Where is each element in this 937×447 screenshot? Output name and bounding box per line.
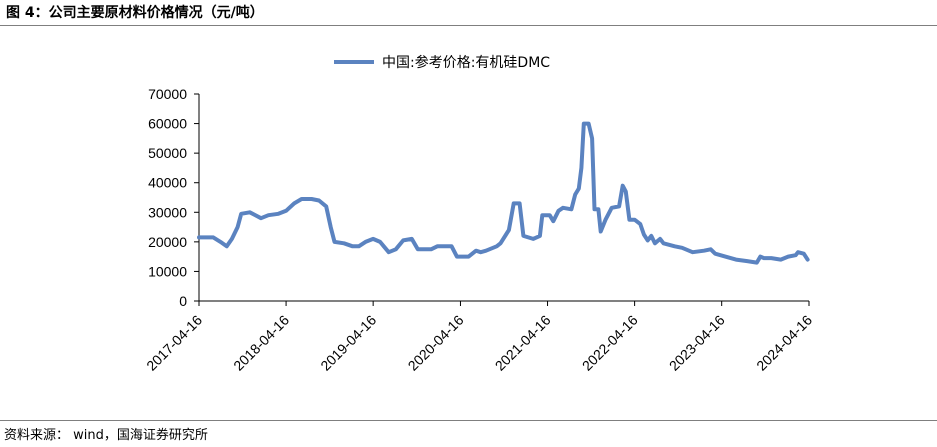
- source-note: 资料来源： wind，国海证券研究所: [4, 428, 208, 443]
- bottom-rule: [0, 420, 937, 421]
- y-tick-label: 10000: [148, 263, 187, 279]
- legend-label: 中国:参考价格:有机硅DMC: [382, 54, 550, 71]
- top-rule: [0, 25, 937, 26]
- x-axis: 2017-04-16 2018-04-16 2019-04-16 2020-04-16…: [143, 300, 815, 374]
- y-tick-label: 40000: [148, 175, 187, 191]
- y-tick-label: 0: [179, 293, 187, 309]
- y-axis: 0 10000 20000 30000 40000 50000 60000 70000: [148, 86, 200, 309]
- series-line-dmc: [197, 121, 810, 265]
- x-tick-label: 2022-04-16: [579, 312, 641, 374]
- x-tick-label: 2019-04-16: [317, 312, 379, 374]
- y-tick-label: 70000: [148, 86, 187, 102]
- x-tick-label: 2024-04-16: [753, 312, 815, 374]
- x-tick-label: 2017-04-16: [143, 312, 205, 374]
- chart-legend: 中国:参考价格:有机硅DMC: [334, 54, 550, 71]
- x-tick-label: 2023-04-16: [666, 312, 728, 374]
- x-tick-label: 2021-04-16: [492, 312, 554, 374]
- y-tick-label: 50000: [148, 145, 187, 161]
- line-chart: 中国:参考价格:有机硅DMC 0 10000 20000 30000 40000 5000…: [143, 54, 815, 374]
- x-tick-label: 2020-04-16: [405, 312, 467, 374]
- figure-title: 图 4：公司主要原材料价格情况（元/吨）: [6, 5, 264, 21]
- y-tick-label: 60000: [148, 116, 187, 132]
- x-tick-label: 2018-04-16: [230, 312, 292, 374]
- y-tick-label: 30000: [148, 204, 187, 220]
- y-tick-label: 20000: [148, 234, 187, 250]
